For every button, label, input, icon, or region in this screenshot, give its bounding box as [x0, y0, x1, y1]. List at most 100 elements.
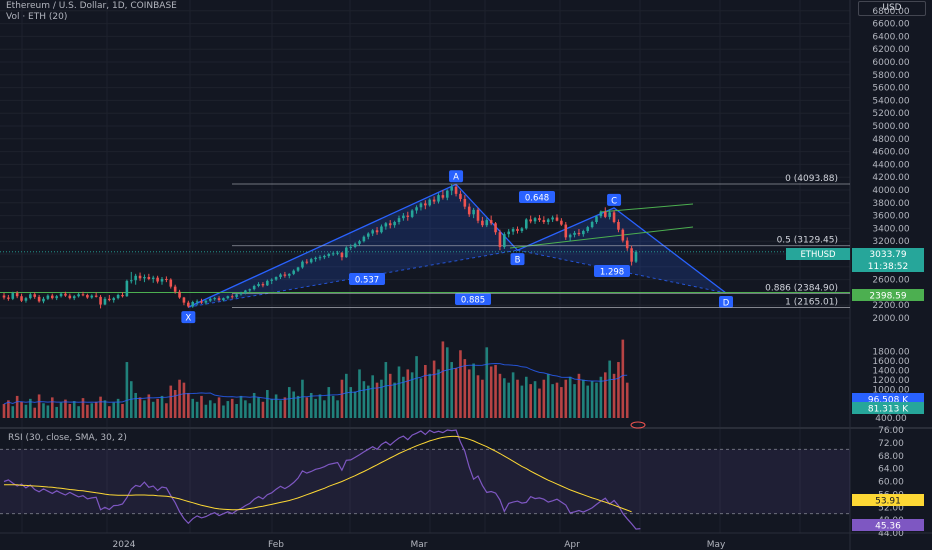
pattern-ratio-label-bg [349, 273, 385, 285]
volume-bar [173, 390, 177, 418]
candle-body [147, 277, 151, 279]
candle-body [138, 275, 142, 279]
price-axis-label: 6000.00 [872, 58, 909, 68]
candle-body [494, 223, 497, 233]
volume-bar [151, 401, 155, 418]
volume-bar [481, 379, 484, 418]
candle-body [424, 203, 427, 206]
candle-body [200, 301, 203, 303]
volume-bar [511, 372, 515, 418]
volume-bar [270, 398, 274, 418]
pattern-point-label-bg [449, 170, 464, 183]
currency-button[interactable]: USD [858, 1, 926, 16]
volume-bar [252, 392, 256, 418]
candle-body [143, 277, 146, 279]
candle-body [99, 296, 102, 305]
volume-bar [147, 394, 151, 418]
candle-body [634, 251, 638, 262]
candle-body [33, 294, 37, 297]
rsi-axis-label: 72.00 [878, 439, 904, 449]
volume-bar [274, 394, 278, 418]
volume-bar [116, 398, 120, 418]
volume-bar [64, 399, 67, 418]
candle-body [208, 298, 212, 301]
volume-badge-2-bg [852, 402, 924, 414]
price-axis-label: 3600.00 [872, 212, 909, 222]
candle-body [318, 257, 322, 259]
volume-bar [283, 397, 287, 418]
candle-body [292, 270, 295, 274]
volume-bar [542, 379, 546, 418]
pattern-ratio-label-bg [594, 265, 630, 277]
volume-bar [603, 372, 607, 418]
price-axis-label: 5600.00 [872, 84, 909, 94]
candle-body [380, 226, 383, 233]
volume-bar [77, 406, 80, 418]
candle-body [125, 280, 129, 297]
level-price-badge: 2398.59 [869, 292, 906, 302]
fib-level-label: 0.886 (2384.90) [765, 283, 838, 293]
pattern-point-label: D [723, 299, 730, 309]
candle-body [538, 218, 541, 221]
candle-body [511, 229, 515, 232]
volume-bar [424, 364, 427, 418]
candle-body [59, 293, 63, 297]
price-axis-label: 6200.00 [872, 45, 909, 55]
candle-body [366, 233, 370, 237]
candle-body [384, 223, 388, 227]
volume-bar [323, 400, 326, 418]
candle-body [314, 257, 317, 260]
volume-bar [384, 362, 388, 418]
candle-body [86, 294, 89, 298]
candle-body [410, 210, 414, 217]
rsi-ma-badge: 53.91 [875, 497, 901, 507]
volume-bar [437, 369, 440, 418]
candle-body [397, 218, 401, 222]
candle-body [68, 295, 72, 299]
candle-body [371, 230, 374, 234]
candle-body [204, 300, 208, 303]
volume-bar [520, 385, 524, 418]
candle-body [274, 277, 278, 280]
volume-bar [380, 379, 383, 418]
candle-body [590, 222, 594, 228]
price-axis-label: 1400.00 [872, 367, 909, 377]
volume-bar [625, 382, 629, 418]
volume-bar [86, 404, 89, 418]
candle-body [402, 215, 405, 219]
pattern-ratio-label: 0.885 [461, 296, 485, 306]
volume-bar [292, 391, 295, 418]
candle-body [296, 267, 300, 271]
candle-body [603, 211, 607, 217]
candle-body [55, 296, 58, 299]
volume-bar [358, 369, 361, 418]
candle-body [450, 186, 453, 191]
candle-body [239, 293, 243, 295]
volume-bar [476, 375, 480, 418]
candle-body [257, 284, 260, 286]
volume-bar [393, 382, 396, 418]
volume-bar [50, 397, 54, 418]
volume-bar [138, 397, 142, 418]
volume-bar [244, 400, 247, 418]
candle-body [582, 230, 585, 235]
price-axis-label: 6400.00 [872, 32, 909, 42]
volume-bar [524, 376, 528, 418]
candle-body [617, 222, 620, 230]
rsi-ma-badge-bg [852, 494, 924, 506]
volume-bar [160, 395, 164, 418]
candle-body [393, 222, 396, 226]
candle-body [129, 280, 133, 282]
volume-bar [235, 404, 238, 418]
rsi-ma-line [4, 435, 632, 513]
candle-body [542, 220, 546, 222]
volume-bar [94, 401, 98, 418]
volume-bar [590, 381, 594, 418]
candle-body [595, 216, 598, 222]
volume-bar [59, 402, 63, 418]
candle-body [270, 279, 274, 281]
volume-bar [279, 400, 282, 418]
candle-body [472, 209, 475, 215]
volume-bar [402, 376, 405, 418]
